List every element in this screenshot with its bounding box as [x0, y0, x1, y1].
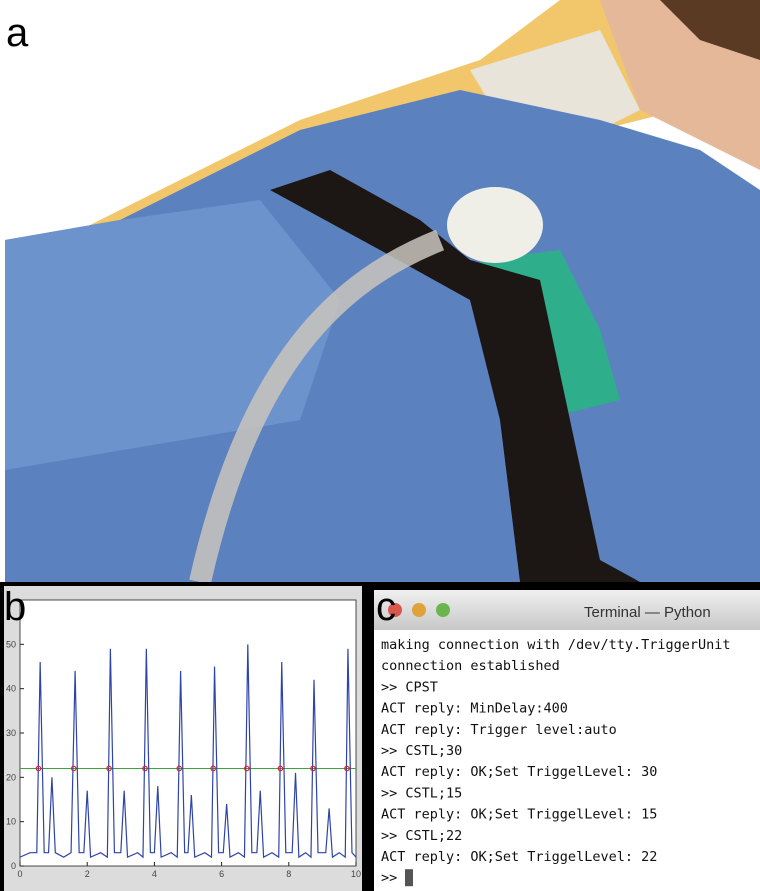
- terminal-line: >> CPST: [381, 679, 438, 695]
- x-tick-label: 0: [17, 869, 22, 879]
- y-tick-label: 40: [6, 684, 16, 694]
- terminal-line: >> CSTL;22: [381, 828, 462, 844]
- x-tick-label: 8: [286, 869, 291, 879]
- panel-label: a: [6, 11, 29, 55]
- sensor: [447, 187, 543, 263]
- y-tick-label: 30: [6, 728, 16, 738]
- x-tick-label: 10: [351, 869, 361, 879]
- figure: 0 10 20 30 40 50 0 2 4 6 8 10 Terminal — Python mak…: [0, 0, 760, 891]
- y-tick-label: 50: [6, 639, 16, 649]
- y-tick-label: 0: [11, 861, 16, 871]
- x-tick-label: 2: [85, 869, 90, 879]
- terminal-line: ACT reply: OK;Set TriggelLevel: 30: [381, 764, 657, 780]
- y-tick-label: 20: [6, 772, 16, 782]
- x-tick-label: 4: [152, 869, 157, 879]
- terminal-line: >> CSTL;15: [381, 785, 462, 801]
- y-tick-label: 10: [6, 817, 16, 827]
- x-tick-label: 6: [219, 869, 224, 879]
- terminal-line: making connection with /dev/tty.TriggerU…: [381, 637, 731, 653]
- plot-area: [20, 600, 356, 866]
- minimize-button[interactable]: [412, 603, 426, 617]
- terminal-line: >> CSTL;30: [381, 743, 462, 759]
- terminal-line: connection established: [381, 658, 560, 674]
- terminal-title: Terminal — Python: [584, 604, 711, 621]
- terminal-line: ACT reply: Trigger level:auto: [381, 722, 617, 738]
- photo: [0, 0, 760, 582]
- terminal-prompt: >>: [381, 870, 397, 886]
- terminal-window: [374, 590, 760, 891]
- zoom-button[interactable]: [436, 603, 450, 617]
- page: 0 10 20 30 40 50 0 2 4 6 8 10 Terminal — Python mak…: [0, 0, 760, 891]
- cursor: [405, 869, 413, 886]
- terminal-line: ACT reply: OK;Set TriggelLevel: 15: [381, 807, 657, 823]
- panel-label: b: [4, 585, 26, 629]
- terminal-line: ACT reply: MinDelay:400: [381, 701, 568, 717]
- panel-label: c: [376, 585, 396, 629]
- terminal-line: ACT reply: OK;Set TriggelLevel: 22: [381, 849, 657, 865]
